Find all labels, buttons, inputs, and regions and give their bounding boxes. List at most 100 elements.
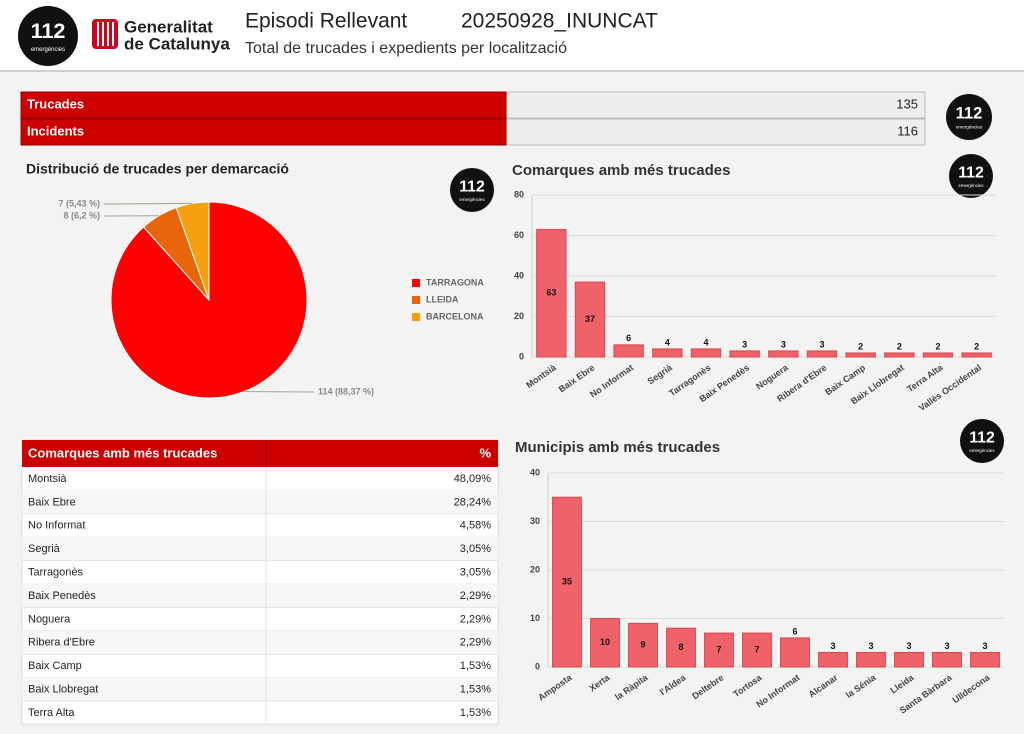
- logo-number: 112: [31, 18, 66, 43]
- bar: [666, 627, 696, 668]
- bar: [780, 637, 810, 668]
- data-label: 2: [858, 341, 863, 351]
- data-label: 7: [754, 644, 759, 654]
- bar: [884, 352, 915, 358]
- y-tick-label: 0: [519, 351, 524, 361]
- table-cell: 3,05%: [460, 567, 491, 579]
- table-row-bg: [22, 584, 498, 608]
- data-label: 63: [546, 288, 556, 298]
- page-title: Episodi Rellevant: [245, 10, 407, 33]
- kpi-label: Incidents: [27, 123, 84, 138]
- y-tick-label: 80: [514, 189, 524, 199]
- table-cell: 3,05%: [460, 543, 491, 555]
- logo-caption: emergències: [958, 183, 984, 188]
- page-subtitle: Total de trucades i expedients per local…: [245, 40, 567, 57]
- data-label: 3: [742, 339, 747, 349]
- bar: [932, 651, 962, 668]
- table-cell: 48,09%: [454, 473, 492, 485]
- legend-swatch: [412, 296, 420, 304]
- table-cell: 2,29%: [460, 590, 491, 602]
- data-label: 10: [600, 637, 610, 647]
- table-cell: Baix Penedès: [28, 590, 96, 602]
- table-cell: Terra Alta: [28, 707, 75, 719]
- table-header: Comarques amb més trucades: [28, 445, 217, 460]
- legend-label: BARCELONA: [426, 311, 484, 321]
- logo-number: 112: [459, 179, 485, 196]
- logo-circle: [960, 419, 1004, 463]
- generalitat-logo: [92, 19, 118, 49]
- logo-caption: emergències: [969, 448, 995, 453]
- y-tick-label: 20: [530, 564, 540, 574]
- y-tick-label: 0: [535, 661, 540, 671]
- y-tick-label: 10: [530, 613, 540, 623]
- table-cell: Tarragonès: [28, 567, 84, 579]
- episode-code: 20250928_INUNCAT: [461, 10, 658, 33]
- bar: [536, 228, 567, 358]
- data-label: 114 (88,37 %): [318, 386, 374, 396]
- bar: [574, 281, 606, 358]
- data-label: 37: [585, 314, 595, 324]
- bar: [652, 348, 683, 358]
- table-bg: [21, 439, 499, 725]
- bar: [818, 651, 848, 668]
- kpi-label-cell: [20, 118, 507, 146]
- data-label: 8: [678, 642, 683, 652]
- bar: [894, 651, 924, 668]
- table-cell: 1,53%: [460, 684, 491, 696]
- kpi-value: 135: [896, 96, 918, 111]
- table-cell: 1,53%: [460, 660, 491, 672]
- bar: [628, 622, 658, 668]
- legend-label: TARRAGONA: [426, 277, 484, 287]
- bar: [922, 352, 954, 358]
- table-header: %: [479, 445, 491, 460]
- data-label: 4: [703, 337, 708, 347]
- y-tick-label: 30: [530, 516, 540, 526]
- table-row-bg: [22, 537, 498, 561]
- y-tick-label: 20: [514, 311, 524, 321]
- logo-caption: emergències: [459, 197, 485, 202]
- logo-circle: [18, 6, 78, 66]
- table-cell: 2,29%: [460, 613, 491, 625]
- table-cell: Ribera d'Ebre: [28, 637, 95, 649]
- kpi-label-cell: [20, 91, 507, 119]
- y-tick-label: 40: [530, 467, 540, 477]
- kpi-value: 116: [897, 123, 918, 138]
- bar: [742, 632, 772, 668]
- org-name: de Catalunya: [124, 34, 230, 53]
- logo-number: 112: [958, 165, 984, 182]
- bar: [552, 496, 582, 668]
- table-cell: Baix Llobregat: [28, 684, 98, 696]
- bar: [690, 348, 722, 358]
- legend-label: LLEIDA: [426, 294, 459, 304]
- logo-number: 112: [969, 430, 995, 447]
- bar: [845, 352, 876, 358]
- data-label: 7: [716, 644, 721, 654]
- data-label: 3: [781, 339, 786, 349]
- table-cell: Baix Camp: [28, 660, 82, 672]
- table-cell: 28,24%: [454, 496, 492, 508]
- bar: [856, 651, 886, 668]
- bar: [704, 632, 734, 668]
- legend-swatch: [412, 279, 420, 287]
- data-label: 3: [982, 641, 987, 651]
- table-cell: Montsià: [28, 473, 67, 485]
- logo-caption: emergències: [956, 125, 983, 130]
- pie-slice: [175, 201, 210, 301]
- logo-circle: [949, 154, 993, 198]
- kpi-label: Trucades: [27, 96, 84, 111]
- data-label: 7 (5,43 %): [58, 198, 100, 208]
- header-bar: [0, 0, 1024, 71]
- data-label: 35: [562, 577, 572, 587]
- table-row-bg: [22, 490, 498, 514]
- logo-number: 112: [956, 104, 983, 123]
- bar: [768, 350, 799, 358]
- logo-circle: [946, 94, 992, 140]
- logo-caption: emergències: [31, 47, 65, 53]
- data-label: 3: [830, 641, 835, 651]
- table-cell: Noguera: [28, 613, 71, 625]
- data-label: 2: [974, 341, 979, 351]
- legend-swatch: [412, 313, 420, 321]
- table-row-bg: [22, 677, 498, 701]
- chart-title: Municipis amb més trucades: [515, 439, 720, 456]
